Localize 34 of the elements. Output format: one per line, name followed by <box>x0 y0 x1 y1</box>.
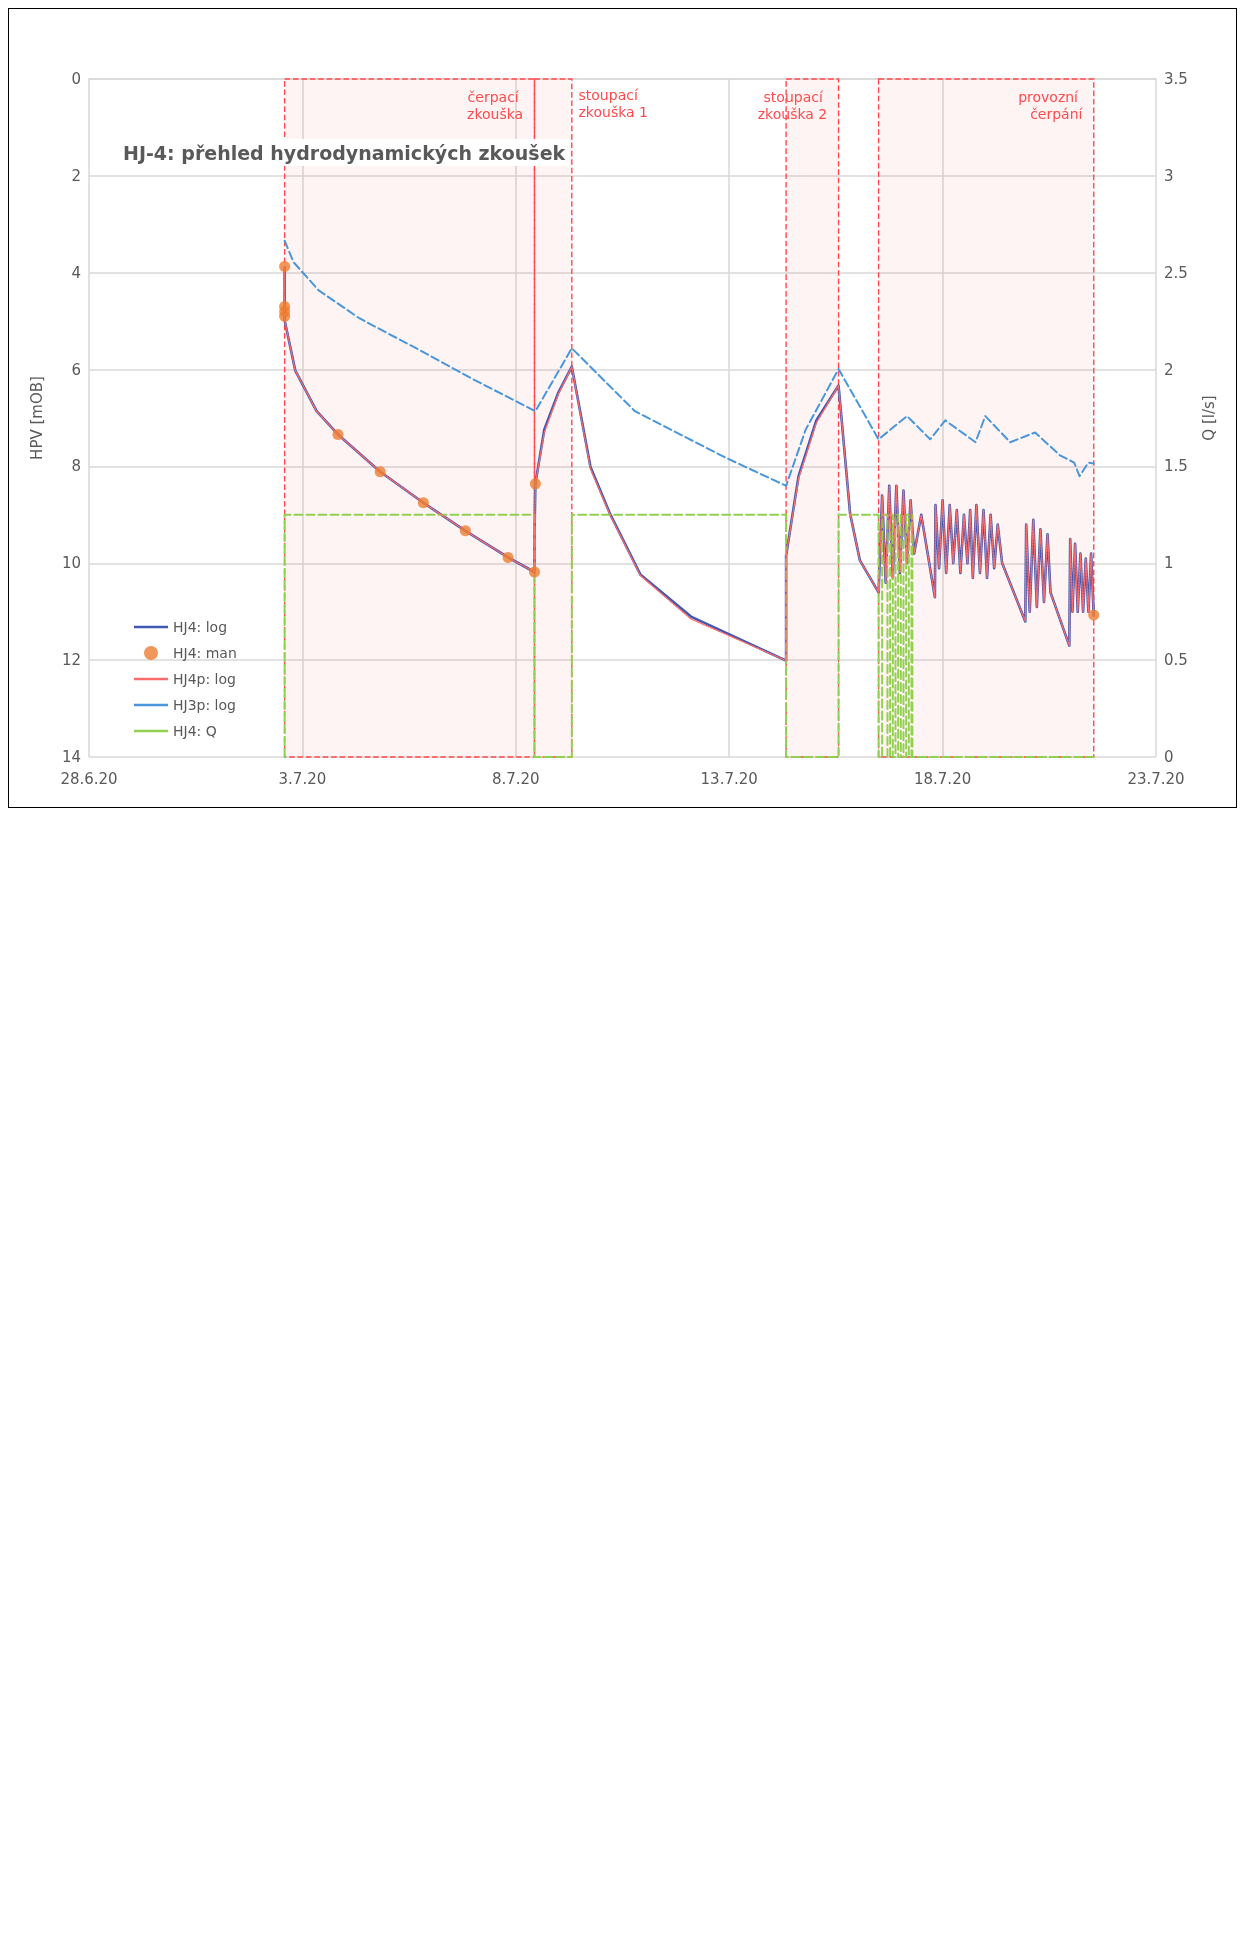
y2-tick-label: 0 <box>1164 748 1174 766</box>
x-tick-label: 18.7.20 <box>913 769 972 788</box>
y-tick-label: 0 <box>71 70 81 88</box>
legend-label: HJ4: man <box>173 645 237 661</box>
y-tick-label: 6 <box>71 360 81 379</box>
y-tick-label: 12 <box>61 651 81 670</box>
band-label: provozní čerpání <box>1018 88 1084 122</box>
legend-label: HJ4: log <box>173 619 228 635</box>
y-tick-label: 2 <box>71 166 81 185</box>
y2-tick-label: 3 <box>1164 166 1174 185</box>
x-tick-label: 3.7.20 <box>278 769 327 788</box>
y-tick-label: 14 <box>61 748 81 766</box>
y2-tick-label: 1.5 <box>1164 457 1188 476</box>
y-tick-label: 10 <box>61 554 81 573</box>
y2-tick-label: 0.5 <box>1164 651 1188 670</box>
band-label: čerpací zkouška <box>467 88 524 122</box>
y-axis-title: HPV [mOB] <box>27 376 46 460</box>
x-tick-label: 8.7.20 <box>491 769 540 788</box>
x-tick-label: 28.6.20 <box>60 769 118 788</box>
band-label: stoupací zkouška 1 <box>578 86 649 120</box>
y2-tick-label: 3.5 <box>1164 70 1188 88</box>
y2-tick-label: 1 <box>1164 554 1174 573</box>
legend-label: HJ3p: log <box>173 697 236 713</box>
y2-tick-label: 2 <box>1164 360 1174 379</box>
x-tick-label: 13.7.20 <box>700 769 758 788</box>
y2-axis-title: Q [l/s] <box>1199 395 1218 441</box>
band-label: stoupací zkouška 2 <box>757 88 828 122</box>
y2-tick-label: 2.5 <box>1164 263 1188 282</box>
legend-label: HJ4p: log <box>173 671 236 687</box>
text: HJ-4: přehled hydrodynamických zkoušek <box>123 141 566 164</box>
legend-label: HJ4: Q <box>173 723 217 739</box>
x-tick-label: 23.7.20 <box>1127 769 1185 788</box>
y-tick-label: 8 <box>71 457 81 476</box>
y-tick-label: 4 <box>71 263 81 282</box>
